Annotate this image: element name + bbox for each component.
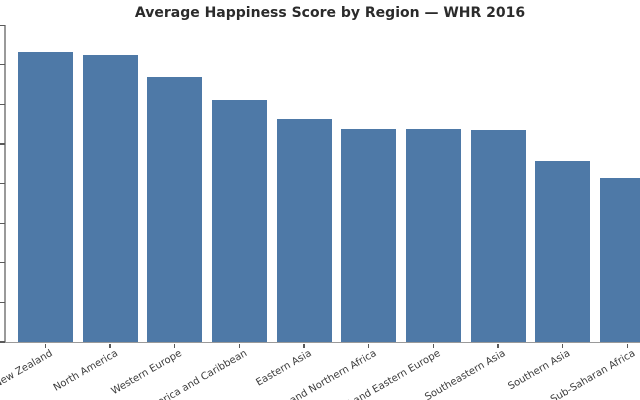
- x-tick-label: Australia and New Zealand: [0, 348, 56, 400]
- bar-7: [470, 129, 526, 342]
- y-axis-tick: [0, 262, 5, 264]
- y-axis-tick: [0, 64, 5, 66]
- x-axis-tick: [497, 343, 499, 348]
- x-axis-tick: [109, 343, 111, 348]
- bar-8: [535, 161, 591, 342]
- x-axis-tick: [626, 343, 629, 348]
- bar-0: [18, 52, 73, 342]
- y-axis-tick: [0, 103, 5, 106]
- x-axis-tick: [303, 343, 305, 348]
- bar-3: [211, 100, 267, 342]
- y-axis-tick: [0, 301, 5, 304]
- y-axis-tick: [0, 341, 5, 343]
- x-axis-tick: [44, 343, 47, 348]
- x-axis-tick: [562, 343, 564, 348]
- y-axis-tick: [0, 222, 5, 224]
- x-axis-tick: [368, 343, 370, 348]
- bar-6: [405, 129, 461, 342]
- y-axis-tick: [0, 182, 5, 185]
- y-axis-tick: [0, 143, 5, 145]
- y-axis-tick: [0, 24, 5, 26]
- chart-title: Average Happiness Score by Region — WHR …: [134, 5, 526, 21]
- x-tick-label: Eastern Asia: [254, 348, 314, 389]
- bar-2: [147, 77, 203, 342]
- y-axis-line: [4, 25, 6, 343]
- bar-5: [341, 128, 397, 342]
- x-tick-label: Southern Asia: [506, 348, 573, 393]
- x-axis-tick: [238, 343, 241, 348]
- x-axis-tick: [432, 343, 435, 348]
- bar-9: [599, 178, 640, 342]
- bar-1: [82, 54, 138, 342]
- bar-4: [276, 119, 332, 342]
- x-axis-line: [4, 341, 640, 344]
- x-axis-tick: [174, 343, 176, 348]
